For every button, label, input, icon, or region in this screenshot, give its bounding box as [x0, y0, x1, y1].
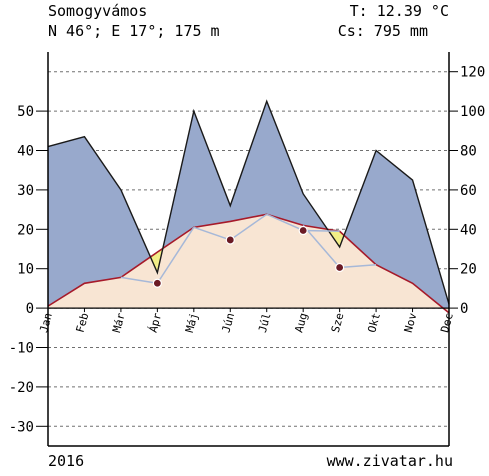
precipitation-line — [47, 99, 450, 305]
site-label: www.zivatar.hu — [326, 452, 453, 470]
left-tick-label: 50 — [17, 104, 34, 120]
month-label: Júl — [256, 312, 274, 335]
month-label: Már — [110, 311, 128, 334]
left-tick-label: -20 — [9, 380, 34, 396]
temperature-line — [47, 213, 450, 314]
month-label: Jún — [219, 312, 237, 335]
marker-connector — [266, 213, 304, 232]
left-tick-label: -30 — [9, 419, 34, 435]
month-label: Máj — [183, 312, 201, 335]
year-label: 2016 — [48, 452, 85, 470]
right-tick-label: 0 — [460, 301, 468, 317]
station-name: Somogyvámos — [48, 2, 148, 20]
marker-connector — [229, 213, 268, 241]
marker-point — [152, 278, 162, 288]
annual-precipitation: Cs: 795 mm — [337, 22, 428, 40]
right-tick-label: 80 — [460, 144, 477, 160]
marker-connector — [120, 276, 158, 285]
left-tick-label: 30 — [17, 183, 34, 199]
left-tick-label: 20 — [17, 222, 34, 238]
left-tick-label: 0 — [26, 301, 34, 317]
marker-point — [298, 225, 308, 236]
marker-point — [225, 235, 235, 245]
left-tick-label: 40 — [17, 144, 34, 160]
left-tick-label: -10 — [9, 341, 34, 357]
annual-temperature: T: 12.39 °C — [349, 2, 449, 20]
month-label: Nov — [402, 311, 420, 334]
marker-connector — [193, 226, 231, 241]
month-label: Okt — [365, 312, 383, 335]
marker-connector — [156, 226, 195, 284]
month-label: Aug — [292, 312, 310, 335]
month-label: Ápr — [147, 311, 165, 334]
month-label: Feb — [74, 312, 92, 335]
right-tick-label: 100 — [460, 104, 485, 120]
right-tick-label: 120 — [460, 65, 485, 81]
month-label: Sze — [329, 312, 347, 335]
marker-connector — [339, 264, 377, 269]
axes — [47, 52, 450, 447]
temperature-area — [48, 214, 449, 313]
marker-connector — [303, 229, 340, 233]
month-label: Jan — [37, 312, 55, 335]
left-tick-label: 10 — [17, 262, 34, 278]
right-tick-label: 60 — [460, 183, 477, 199]
left-axis-ticks: -30 -20 -10 0 10 20 30 40 50 — [9, 104, 48, 435]
marker-point — [335, 262, 345, 273]
station-coords: N 46°; E 17°; 175 m — [48, 22, 220, 40]
month-label: Dec — [438, 312, 456, 335]
right-axis-ticks: 0 20 40 60 80 100 120 — [449, 65, 485, 317]
marker-series — [120, 213, 377, 288]
right-tick-label: 20 — [460, 262, 477, 278]
month-labels: Jan Feb Már Ápr Máj Jún Júl Aug Sze Okt Nov Dec — [37, 308, 456, 334]
right-tick-label: 40 — [460, 222, 477, 238]
marker-connector — [302, 224, 341, 269]
